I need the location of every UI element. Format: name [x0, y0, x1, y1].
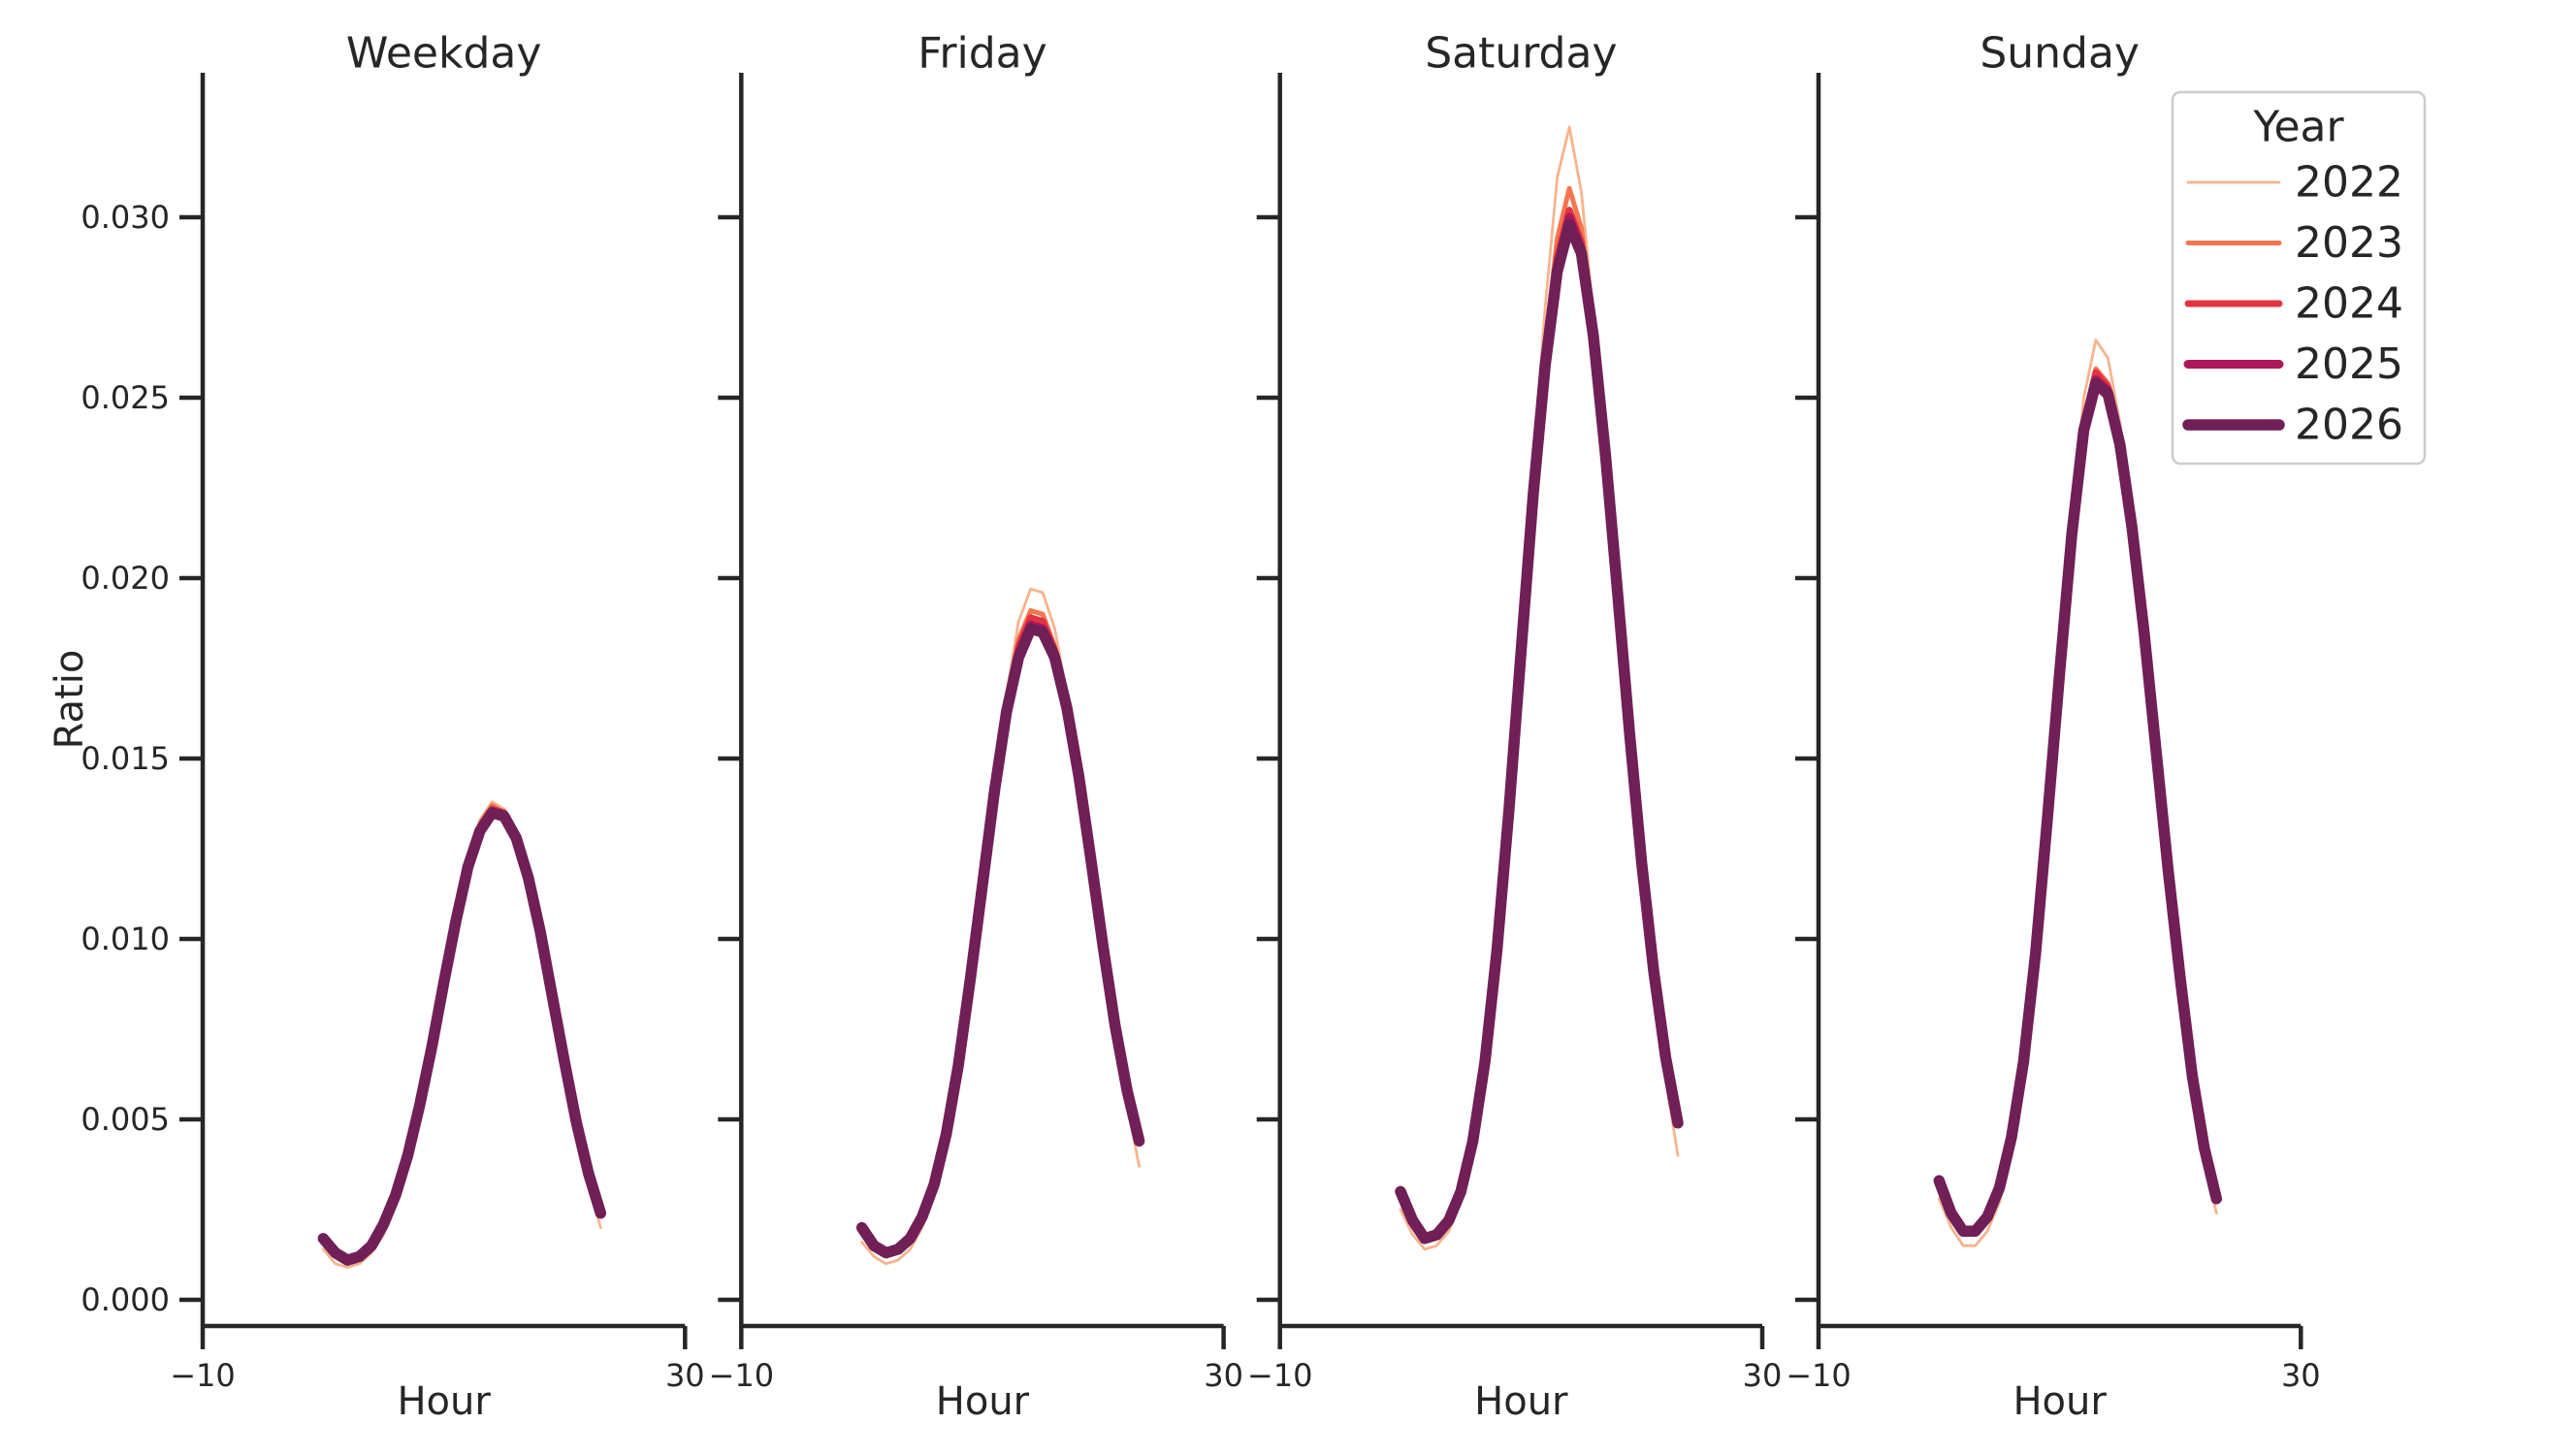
panel-title: Friday	[918, 29, 1046, 79]
panel-saturday: Saturday −10 30 Hour	[1247, 29, 1782, 1425]
line-weekday-2026	[317, 807, 607, 1266]
x-tick-label: −10	[170, 1357, 236, 1394]
x-axis-label: Hour	[1474, 1379, 1568, 1424]
y-tick-label: 0.005	[80, 1101, 170, 1138]
x-axis-label: Hour	[397, 1379, 491, 1424]
x-axis-label: Hour	[936, 1379, 1030, 1424]
x-tick-label: 30	[2281, 1357, 2321, 1394]
x-tick-label: −10	[1247, 1357, 1313, 1394]
y-axis-label: Ratio	[48, 650, 92, 750]
legend-title: Year	[2252, 103, 2344, 152]
panel-title: Weekday	[346, 29, 541, 79]
line-saturday-2022	[1399, 125, 1680, 1251]
line-saturday-2023	[1398, 185, 1681, 1242]
x-tick-label: 30	[1743, 1357, 1783, 1394]
x-tick-label: −10	[1786, 1357, 1852, 1394]
panel-title: Sunday	[1980, 29, 2140, 79]
legend-entry-2022: 2022	[2186, 158, 2403, 208]
legend-entry-label: 2024	[2295, 279, 2403, 329]
y-tick-label: 0.010	[80, 921, 170, 957]
y-tick-label: 0.015	[80, 740, 170, 777]
panel-friday: Friday −10 30 Hour	[709, 29, 1243, 1425]
line-friday-2026	[855, 623, 1145, 1259]
x-axis-label: Hour	[2012, 1379, 2107, 1424]
legend-entry-label: 2023	[2295, 218, 2403, 268]
y-tick-label: 0.030	[80, 199, 170, 236]
panel-sunday: Sunday −10 30 Hour	[1786, 29, 2320, 1425]
y-tick-label: 0.000	[80, 1281, 170, 1318]
legend-entry-label: 2025	[2295, 340, 2403, 389]
legend-entry-label: 2026	[2295, 401, 2403, 450]
legend-entry-2024: 2024	[2184, 279, 2403, 329]
legend-entry-2023: 2023	[2185, 218, 2403, 268]
y-tick-label: 0.020	[80, 560, 170, 597]
line-sunday-2026	[1933, 377, 2223, 1238]
legend-box	[2171, 90, 2427, 466]
line-saturday-2026	[1395, 218, 1684, 1245]
panel-title: Saturday	[1425, 29, 1617, 79]
x-tick-label: −10	[709, 1357, 775, 1394]
legend: Year 2022 2023 2024 2025 2026	[2171, 90, 2427, 466]
legend-entry-2026: 2026	[2182, 401, 2403, 450]
x-tick-label: 30	[665, 1357, 705, 1394]
legend-entry-2025: 2025	[2183, 340, 2403, 389]
panel-weekday: Weekday 0.000 0.005 0.010 0.015 0.020 0.025 0.0…	[48, 29, 705, 1425]
x-tick-label: 30	[1204, 1357, 1243, 1394]
legend-entry-label: 2022	[2295, 158, 2403, 208]
line-saturday-2024	[1397, 207, 1682, 1243]
y-tick-label: 0.025	[80, 379, 170, 416]
